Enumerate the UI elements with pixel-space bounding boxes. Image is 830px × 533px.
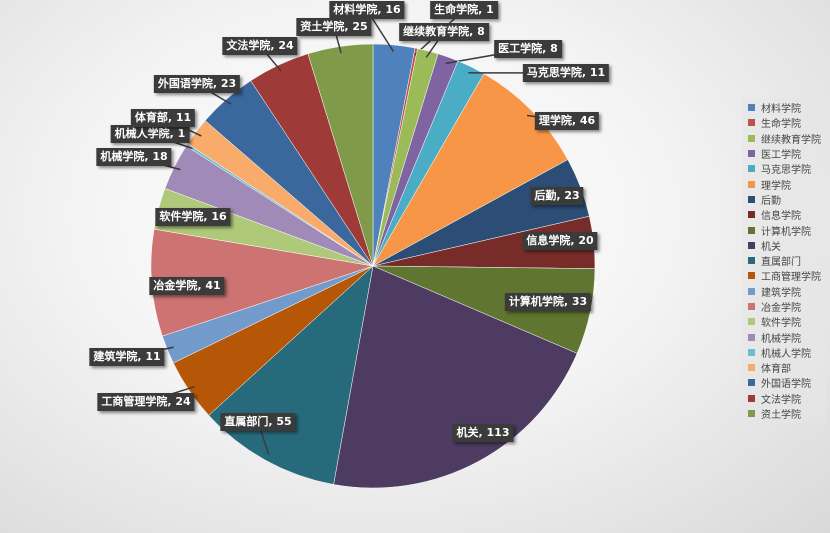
data-label: 材料学院, 16 [329, 1, 405, 19]
legend-item: 马克思学院 [742, 161, 826, 176]
legend-label: 直属部门 [761, 257, 801, 269]
legend-swatch [748, 379, 755, 387]
legend-label: 工商管理学院 [761, 272, 821, 284]
legend-label: 文法学院 [761, 394, 801, 406]
legend-swatch [748, 104, 755, 112]
legend-swatch [748, 303, 755, 310]
legend-label: 机械人学院 [761, 348, 811, 360]
legend-swatch [748, 134, 755, 142]
legend-item: 软件学院 [742, 314, 826, 329]
legend-label: 冶金学院 [761, 303, 801, 314]
data-label: 信息学院, 20 [522, 232, 598, 250]
legend-item: 体育部 [742, 360, 826, 375]
legend-swatch [748, 257, 755, 265]
legend-label: 理学院 [761, 180, 791, 192]
pie-slice-9 [333, 265, 578, 489]
legend-label: 机械学院 [761, 333, 801, 345]
legend-label: 医工学院 [761, 150, 801, 162]
legend-swatch [748, 348, 755, 356]
legend-swatch [748, 410, 755, 418]
legend-swatch [748, 364, 755, 372]
legend-item: 机关 [742, 238, 826, 253]
pie-slice-20 [307, 43, 374, 267]
legend-label: 机关 [761, 241, 781, 253]
data-label: 机械学院, 18 [96, 148, 172, 166]
legend-item: 机械人学院 [742, 345, 826, 360]
legend-item: 直属部门 [742, 253, 826, 268]
legend-item: 建筑学院 [742, 284, 826, 299]
data-label: 建筑学院, 11 [89, 348, 165, 366]
legend-swatch [748, 165, 755, 173]
legend-item: 机械学院 [742, 329, 826, 345]
legend-label: 马克思学院 [761, 165, 811, 177]
data-label: 文法学院, 24 [222, 37, 298, 55]
legend: 材料学院生命学院继续教育学院 医工学院马克思学院理学院后勤信息学院计算机学院机关直… [742, 98, 826, 424]
data-label: 直属部门, 55 [220, 413, 296, 431]
legend-item: 理学院 [742, 176, 826, 192]
legend-swatch [748, 272, 755, 280]
data-label: 机关, 113 [452, 424, 514, 442]
legend-item: 生命学院 [742, 115, 826, 130]
legend-label: 外国语学院 [761, 379, 811, 391]
legend-item: 冶金学院 [742, 299, 826, 314]
data-label: 后勤, 23 [530, 187, 584, 205]
legend-item: 资土学院 [742, 406, 826, 421]
data-label: 机械人学院, 1 [110, 125, 190, 143]
legend-swatch [748, 241, 755, 249]
legend-item: 后勤 [742, 192, 826, 207]
data-label: 马克思学院, 11 [522, 64, 610, 82]
legend-label: 建筑学院 [761, 287, 801, 299]
legend-swatch [748, 333, 755, 341]
legend-swatch [748, 318, 755, 326]
data-label: 理学院, 46 [534, 112, 600, 130]
legend-swatch [748, 195, 755, 203]
data-label: 工商管理学院, 24 [97, 393, 195, 411]
data-label: 冶金学院, 41 [149, 277, 225, 295]
legend-swatch [748, 287, 755, 295]
data-label: 继续教育学院, 8 [399, 23, 489, 41]
data-label: 资土学院, 25 [296, 18, 372, 36]
legend-swatch [748, 211, 755, 219]
data-label: 生命学院, 1 [430, 1, 498, 19]
legend-label: 后勤 [761, 195, 781, 207]
legend-item: 信息学院 [742, 207, 826, 222]
legend-label: 信息学院 [761, 211, 801, 223]
legend-label: 材料学院 [761, 104, 801, 116]
legend-swatch [748, 150, 755, 158]
legend-swatch [748, 226, 755, 234]
data-label: 外国语学院, 23 [153, 75, 241, 93]
pie-slice-5 [372, 73, 569, 267]
legend-item: 材料学院 [742, 100, 826, 115]
legend-item: 工商管理学院 [742, 268, 826, 283]
legend-item: 外国语学院 [742, 375, 826, 390]
data-label: 软件学院, 16 [155, 208, 231, 226]
legend-item: 文法学院 [742, 391, 826, 406]
legend-label: 生命学院 [761, 119, 801, 131]
legend-label: 体育部 [761, 364, 791, 376]
legend-label: 资土学院 [761, 410, 801, 422]
data-label: 医工学院, 8 [494, 40, 562, 58]
legend-swatch [748, 119, 755, 127]
legend-swatch [748, 180, 755, 188]
legend-item: 继续教育学院 [742, 131, 826, 146]
legend-swatch [748, 394, 755, 402]
legend-label: 继续教育学院 [761, 134, 821, 146]
legend-label: 软件学院 [761, 318, 801, 330]
data-label: 计算机学院, 33 [504, 293, 592, 311]
legend-item: 计算机学院 [742, 222, 826, 238]
legend-label: 计算机学院 [761, 226, 811, 238]
data-label: 体育部, 11 [130, 109, 196, 127]
legend-item: 医工学院 [742, 146, 826, 161]
